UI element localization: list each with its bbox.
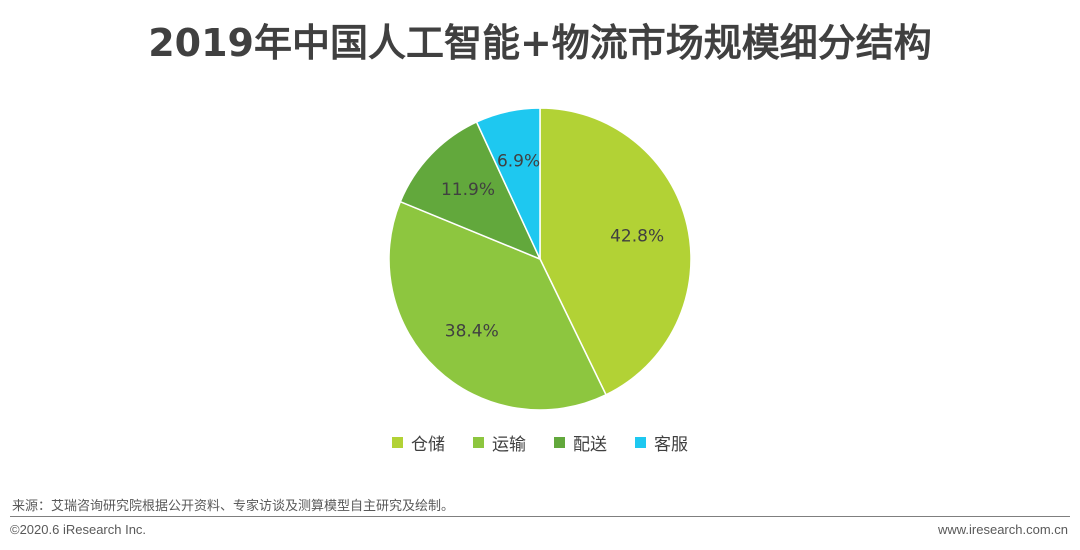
pie-slice-delivery [399,120,542,261]
legend-label: 运输 [492,435,526,455]
pie-slice-transport [388,200,608,411]
source-note: 来源：艾瑞咨询研究院根据公开资料、专家访谈及测算模型自主研究及绘制。 [12,499,455,514]
chart-legend: 仓储 运输 配送 客服 [0,430,1080,455]
pie-label-storage: 42.8% [610,227,664,247]
pie-label-transport: 38.4% [445,322,499,342]
pie-chart: 42.8% 38.4% 11.9%6.9% [388,107,692,411]
legend-label: 仓储 [411,435,445,455]
legend-item-storage: 仓储 [392,430,445,455]
chart-title: 2019年中国人工智能+物流市场规模细分结构 [148,21,932,65]
legend-swatch [473,437,484,448]
legend-item-transport: 运输 [473,430,526,455]
copyright-text: ©2020.6 iResearch Inc. [10,522,147,537]
legend-swatch [554,437,565,448]
pie-label-delivery: 11.9% [441,180,495,200]
legend-item-delivery: 配送 [554,430,607,455]
legend-item-customer-service: 客服 [635,430,688,455]
legend-swatch [392,437,403,448]
website-link[interactable]: www.iresearch.com.cn [937,522,1068,537]
legend-label: 客服 [654,435,688,455]
footer-divider [10,516,1070,517]
pie-slice-storage [539,107,692,396]
pie-slice-customer-service [475,107,541,260]
pie-label-customer-service: 6.9% [497,152,540,172]
legend-label: 配送 [573,435,607,455]
legend-swatch [635,437,646,448]
